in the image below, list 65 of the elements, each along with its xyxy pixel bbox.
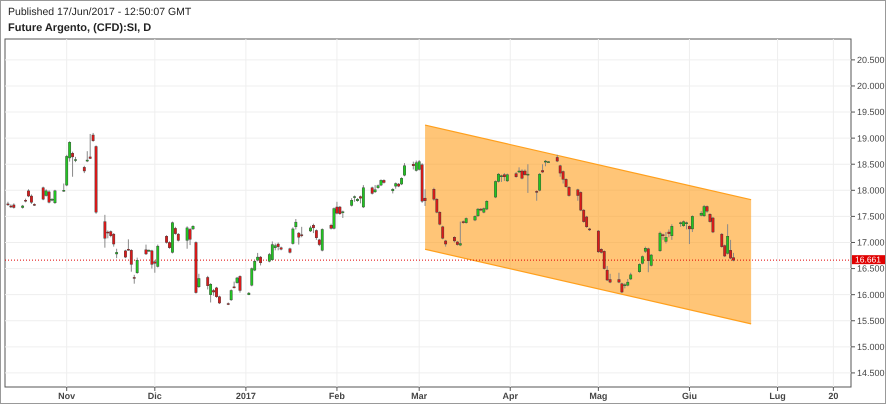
- candlestick: [646, 247, 650, 273]
- candlestick: [144, 244, 148, 256]
- y-tick-label: 17.500: [857, 212, 885, 222]
- candlestick: [664, 232, 668, 244]
- y-tick-label: 20.000: [857, 81, 885, 92]
- ref-line-label: 16.661: [855, 254, 882, 265]
- candlestick: [188, 227, 192, 246]
- y-tick-label: 18.500: [857, 159, 885, 170]
- candlestick: [320, 228, 324, 252]
- candlestick: [458, 221, 462, 247]
- y-tick-label: 19.500: [857, 107, 885, 118]
- candlestick: [48, 190, 50, 204]
- x-tick-label: Mar: [411, 391, 428, 401]
- x-tick-label: 20: [828, 391, 838, 401]
- candlestick: [230, 288, 233, 302]
- candlestick: [362, 184, 365, 209]
- candlestick: [42, 186, 45, 201]
- y-tick-label: 18.000: [857, 185, 885, 196]
- candlestick: [54, 189, 56, 204]
- candlestick: [150, 249, 154, 270]
- candlestick: [520, 168, 524, 180]
- candlestick: [403, 162, 406, 177]
- candlestick: [30, 194, 33, 204]
- candlestick: [658, 231, 662, 252]
- candlestick: [726, 224, 730, 255]
- candlestick: [156, 244, 160, 268]
- candlestick: [112, 232, 116, 248]
- candlestick: [712, 216, 714, 234]
- candlestick: [538, 172, 542, 192]
- x-tick-label: Apr: [502, 391, 518, 401]
- y-tick-label: 19.000: [857, 133, 885, 144]
- candlestick: [115, 248, 118, 259]
- x-tick-label: Feb: [328, 391, 346, 401]
- y-tick-label: 15.000: [857, 342, 885, 352]
- candlestick: [259, 256, 262, 266]
- x-tick-label: Dic: [148, 391, 162, 401]
- x-tick-label: Mag: [589, 391, 608, 401]
- y-tick-label: 14.500: [857, 368, 885, 378]
- candlestick: [103, 214, 106, 248]
- candlestick: [596, 229, 600, 254]
- x-tick-label: 2017: [236, 391, 256, 401]
- x-tick-label: Giu: [682, 391, 697, 401]
- candlestick: [485, 200, 488, 211]
- candlestick: [670, 224, 674, 240]
- candlestick: [186, 226, 189, 250]
- y-tick-label: 20.500: [857, 55, 885, 66]
- candlestick: [312, 223, 315, 234]
- candlestick: [441, 225, 444, 240]
- x-tick-label: Nov: [58, 391, 76, 401]
- x-tick-label: Lug: [769, 391, 786, 401]
- candlestick: [238, 274, 242, 294]
- candlestick: [702, 204, 706, 218]
- text: Published 17/Jun/2017 - 12:50:07 GMT: [8, 6, 192, 18]
- candlestick: [620, 282, 624, 294]
- candlestick: [618, 272, 620, 284]
- candlestick: [136, 257, 139, 274]
- candlestick: [270, 240, 274, 262]
- candlestick: [526, 164, 530, 194]
- y-tick-label: 15.500: [857, 316, 885, 326]
- y-tick-label: 16.000: [857, 290, 885, 300]
- candlestick: [88, 133, 92, 160]
- chart-title: Future Argento, (CFD):SI, D: [8, 22, 152, 34]
- y-tick-label: 17.000: [857, 238, 885, 248]
- y-tick-label: 16.500: [857, 264, 885, 274]
- candlestick: [414, 160, 418, 172]
